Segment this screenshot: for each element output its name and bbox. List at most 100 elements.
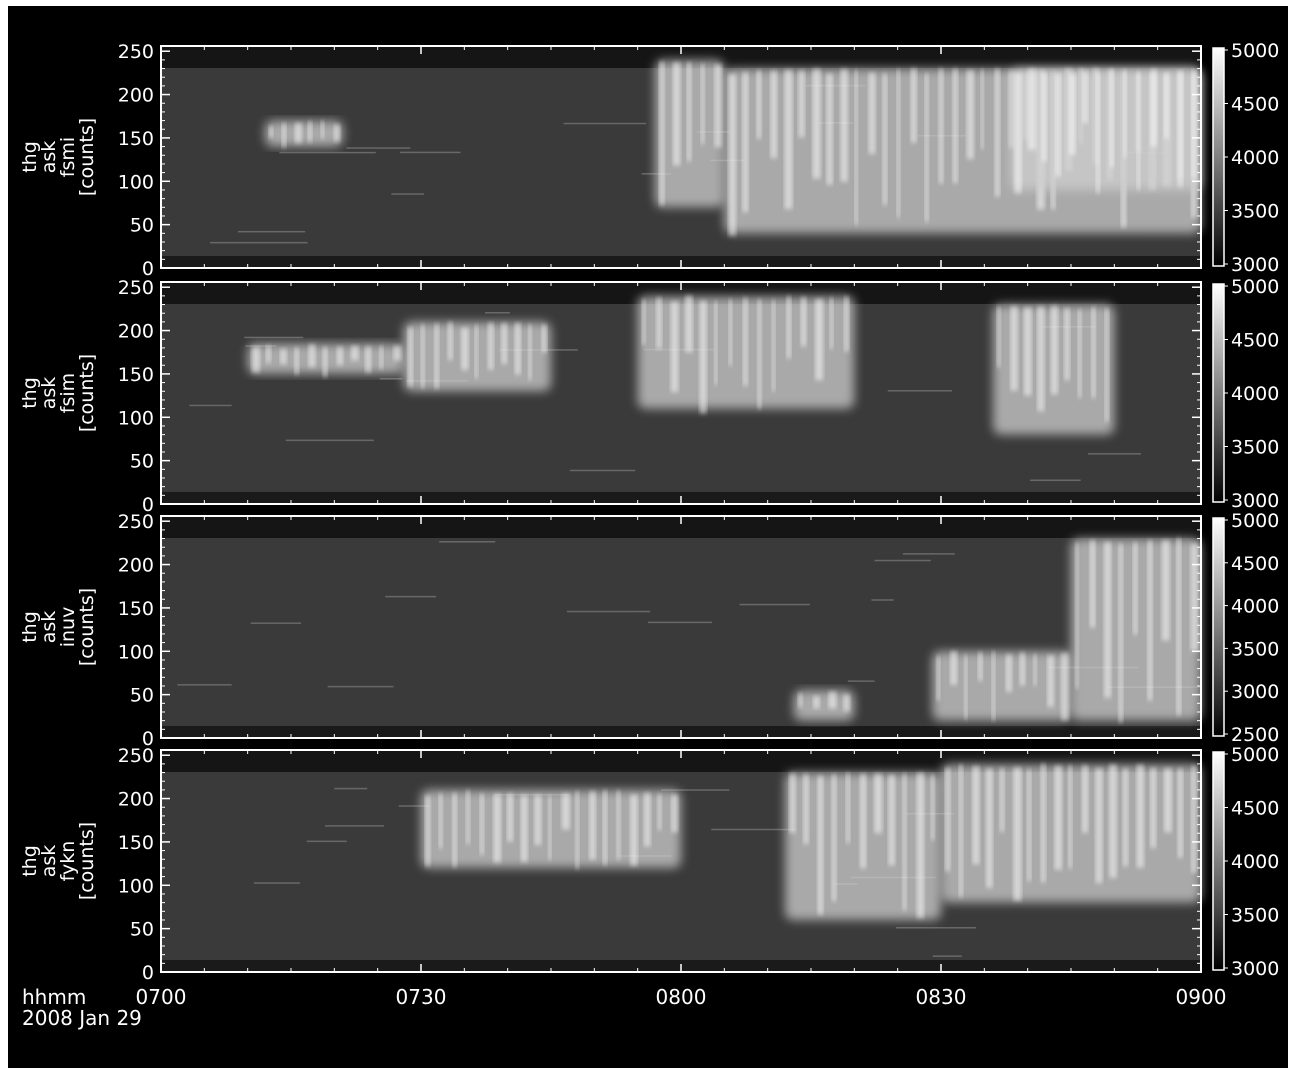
aurora-streak — [1104, 542, 1112, 698]
colorbar-tick-label: 5000 — [1231, 40, 1279, 62]
aurora-streak — [888, 774, 895, 866]
colorbar-gradient — [1212, 283, 1225, 503]
colorbar-tick-label: 3000 — [1231, 958, 1279, 980]
aurora-streak — [829, 297, 834, 350]
aurora-streak — [1118, 543, 1123, 723]
aurora-streak — [294, 122, 302, 143]
y-tick-label: 200 — [118, 321, 154, 343]
aurora-streak — [659, 61, 665, 206]
y-axis-label-line: fsim — [57, 373, 79, 413]
aurora-streak — [945, 767, 951, 872]
aurora-streak — [994, 69, 1000, 197]
y-axis-label-line: [counts] — [76, 118, 98, 196]
aurora-streak — [1133, 542, 1138, 635]
aurora-streak — [1041, 72, 1047, 162]
aurora-streak — [1136, 764, 1144, 868]
aurora-streak — [589, 791, 596, 860]
aurora-streak — [1068, 765, 1073, 869]
aurora-streak — [1095, 768, 1103, 883]
x-ticks — [160, 282, 1202, 504]
y-tick-label: 250 — [118, 277, 154, 299]
colorbar-tick-label: 3500 — [1231, 201, 1279, 223]
colorbar-tick-label: 3000 — [1231, 681, 1279, 703]
aurora-streak — [1055, 73, 1061, 177]
x-tick-label: 0900 — [1176, 985, 1227, 1009]
y-axis-label-line: ask — [38, 611, 60, 644]
y-tick-label: 50 — [130, 215, 154, 237]
y-tick-label: 50 — [130, 919, 154, 941]
aurora-streak — [501, 323, 508, 364]
aurora-streak — [1019, 652, 1026, 686]
aurora-streak — [514, 323, 521, 375]
aurora-streak — [425, 795, 431, 867]
aurora-streak — [826, 73, 833, 185]
panel-2: 250 200 150 100 50 0 thgaskfsim[counts] 5000 450… — [19, 276, 1279, 516]
aurora-streak — [642, 299, 646, 345]
aurora-features — [421, 763, 1201, 920]
aurora-streak — [656, 297, 662, 349]
y-tick-label: 100 — [118, 407, 154, 429]
colorbar-tick-label: 5000 — [1231, 744, 1279, 766]
aurora-streak — [685, 295, 693, 353]
aurora-streak — [528, 324, 532, 381]
streak-mark — [398, 805, 431, 807]
streak-mark — [334, 787, 368, 790]
y-tick-label: 150 — [118, 598, 154, 620]
aurora-streak — [803, 774, 809, 844]
y-tick-label: 200 — [118, 789, 154, 811]
colorbar-tick-label: 5000 — [1231, 276, 1279, 298]
aurora-streak — [1013, 767, 1022, 901]
keogram-svg: 250200150100500thgaskfsmi[counts]5000450… — [19, 40, 1279, 1030]
aurora-streak — [952, 68, 958, 184]
aurora-streak — [421, 324, 425, 389]
y-tick-label: 0 — [142, 962, 154, 984]
streak-mark — [391, 193, 425, 195]
panel-1: 250 200 150 100 50 0 thgaskfsmi[counts] 5000 450… — [19, 40, 1279, 280]
streak-mark — [237, 230, 306, 233]
colorbar-tick-label: 4500 — [1231, 330, 1279, 352]
y-axis-label-line: thg — [19, 141, 41, 173]
y-axis-label: thgaskinuv[counts] — [19, 588, 98, 666]
aurora-streak — [1040, 764, 1046, 883]
y-axis-label: thgaskfykn[counts] — [19, 822, 98, 900]
aurora-streak — [699, 300, 707, 414]
aurora-streak — [603, 790, 608, 865]
aurora-streak — [447, 322, 453, 361]
panel-3: 250 200 150 100 50 0 thgaskinuv[counts] 5000 450… — [19, 510, 1279, 750]
streak-mark — [189, 404, 232, 407]
streak-mark — [210, 241, 308, 244]
y-tick-label: 200 — [118, 85, 154, 107]
aurora-streak — [1028, 68, 1036, 150]
colorbar-tick-label: 5000 — [1231, 510, 1279, 532]
aurora-streak — [772, 300, 776, 392]
aurora-streak — [1164, 768, 1172, 833]
aurora-streak — [1176, 538, 1182, 716]
y-tick-label: 50 — [130, 685, 154, 707]
aurora-streak — [616, 790, 621, 860]
aurora-streak — [728, 299, 732, 366]
aurora-streak — [1077, 309, 1082, 398]
y-axis-label-line: inuv — [57, 607, 79, 648]
aurora-streak — [280, 349, 287, 365]
aurora-streak — [972, 766, 980, 865]
colorbar: 5000 4500 4000 3500 3000 — [1212, 40, 1279, 276]
streak-mark — [385, 595, 437, 598]
y-tick-label: 200 — [118, 555, 154, 577]
x-tick-label: 0800 — [656, 985, 707, 1009]
colorbar-tick-label: 3000 — [1231, 254, 1279, 276]
colorbar-tick-label: 2500 — [1231, 724, 1279, 746]
streak-mark — [306, 840, 347, 843]
aurora-streak — [281, 123, 287, 148]
aurora-streak — [452, 793, 457, 867]
aurora-streak — [488, 322, 494, 370]
aurora-streak — [266, 345, 271, 363]
y-axis-label-line: ask — [38, 141, 60, 174]
aurora-streak — [798, 70, 805, 138]
aurora-streak — [575, 791, 579, 869]
aurora-streak — [896, 69, 900, 218]
aurora-streak — [813, 696, 820, 709]
aurora-streak — [843, 694, 850, 712]
y-axis-label-line: thg — [19, 611, 41, 643]
aurora-streak — [333, 124, 341, 142]
aurora-feature — [1010, 68, 1201, 190]
